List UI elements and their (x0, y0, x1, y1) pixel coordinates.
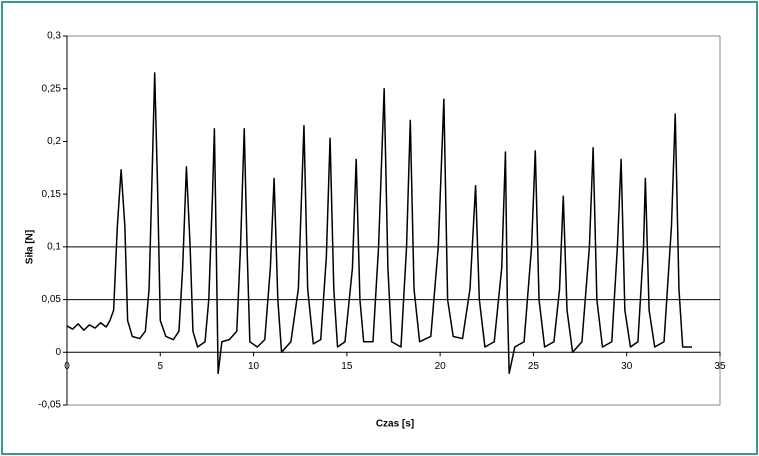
x-tick-label: 35 (714, 361, 726, 372)
y-tick-label: 0,2 (47, 136, 61, 147)
x-axis-title: Czas [s] (376, 419, 414, 430)
data-line (66, 72, 693, 375)
y-tick-label: 0,3 (47, 31, 61, 42)
y-tick-label: 0,05 (42, 294, 62, 305)
y-tick-label: 0,25 (42, 83, 62, 94)
x-tick-label: 20 (435, 361, 447, 372)
x-tick-label: 30 (621, 361, 633, 372)
x-tick-label: 25 (528, 361, 540, 372)
y-tick-label: 0,15 (42, 189, 62, 200)
x-tick-label: 10 (248, 361, 260, 372)
y-tick-label: 0 (55, 347, 61, 358)
y-tick-label: 0,1 (47, 241, 61, 252)
y-axis-title: Siła [N] (25, 230, 36, 264)
y-tick-label: -0,05 (38, 400, 61, 411)
x-tick-label: 5 (158, 361, 164, 372)
x-tick-label: 15 (341, 361, 353, 372)
x-tick-label: 0 (64, 361, 70, 372)
